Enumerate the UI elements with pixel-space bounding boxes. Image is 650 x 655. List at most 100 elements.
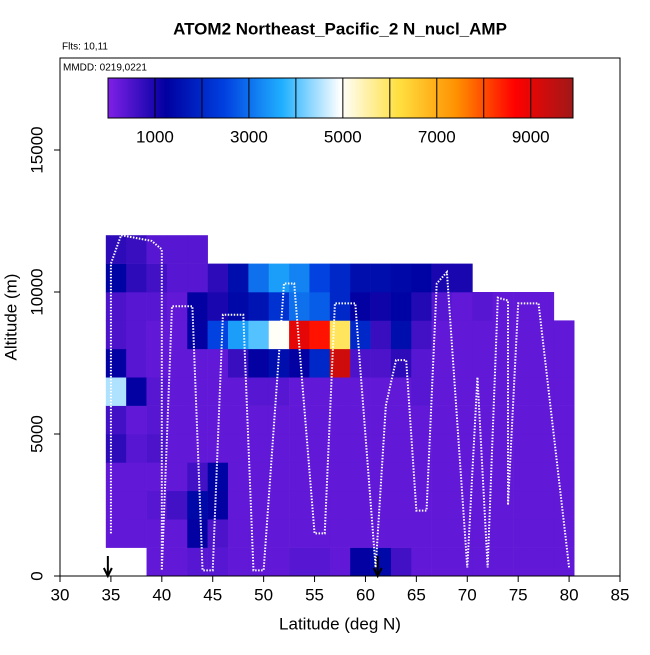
heatmap-cell (105, 462, 127, 492)
heatmap-cell (533, 320, 555, 350)
heatmap-cell (431, 547, 453, 577)
heatmap-cell (472, 320, 494, 350)
colorbar-tick-label: 7000 (418, 127, 456, 146)
heatmap-cell (126, 320, 147, 350)
heatmap-cell (146, 462, 168, 492)
heatmap-cell (350, 377, 371, 406)
heatmap-cell (126, 462, 147, 492)
heatmap-cell (166, 519, 188, 548)
heatmap-cell (166, 377, 188, 406)
heatmap-cell (207, 348, 229, 378)
heatmap-cell (553, 519, 575, 548)
heatmap-cell (513, 348, 534, 378)
heatmap-cell (411, 263, 432, 293)
heatmap-cell (146, 263, 168, 293)
flight-track (109, 234, 571, 572)
heatmap-cell (533, 547, 555, 577)
heatmap-cell (513, 377, 534, 406)
y-tick-label: 15000 (27, 126, 46, 173)
heatmap-cell (370, 490, 392, 520)
heatmap-cell (533, 434, 555, 463)
heatmap-cell (105, 434, 127, 463)
y-tick-label: 0 (27, 571, 46, 580)
heatmap-cell (390, 490, 412, 520)
heatmap-cell (126, 377, 147, 406)
heatmap-cell (228, 348, 249, 378)
x-tick-label: 55 (305, 585, 324, 604)
heatmap-cell (472, 547, 494, 577)
heatmap-cell (126, 434, 147, 463)
heatmap-cell (350, 434, 371, 463)
x-axis-label: Latitude (deg N) (279, 614, 401, 633)
heatmap-cell (187, 292, 208, 321)
heatmap-cell (452, 320, 473, 350)
heatmap-cell (472, 292, 494, 321)
heatmap-cell (228, 405, 249, 435)
heatmap-cell (390, 434, 412, 463)
heatmap-cell (553, 405, 575, 435)
heatmap-cell (329, 519, 351, 548)
colorbar-tick-label: 9000 (512, 127, 550, 146)
heatmap-cell (309, 547, 331, 577)
heatmap-cell (248, 405, 270, 435)
chart-title: ATOM2 Northeast_Pacific_2 N_nucl_AMP (173, 19, 507, 38)
heatmap-cell (452, 547, 473, 577)
heatmap-cell (492, 519, 514, 548)
y-tick-label: 5000 (27, 415, 46, 453)
heatmap-cell (105, 348, 127, 378)
heatmap-cell (370, 377, 392, 406)
heatmap-cell (207, 434, 229, 463)
heatmap-cell (309, 263, 331, 293)
heatmap-cell (166, 292, 188, 321)
heatmap-cell (329, 462, 351, 492)
heatmap-cell (350, 348, 371, 378)
heatmap-cell (513, 405, 534, 435)
heatmap-cell (390, 320, 412, 350)
y-axis-label: Altitude (m) (1, 274, 20, 361)
heatmap-cell (492, 490, 514, 520)
heatmap-cell (126, 292, 147, 321)
heatmap-cell (146, 320, 168, 350)
heatmap-cell (207, 519, 229, 548)
heatmap-cell (268, 519, 290, 548)
heatmap-cell (268, 320, 290, 350)
heatmap-cell (207, 490, 229, 520)
heatmap-cell (452, 405, 473, 435)
plot-frame (59, 57, 621, 577)
heatmap-cell (411, 519, 432, 548)
heatmap-cell (187, 519, 208, 548)
heatmap-cell (411, 405, 432, 435)
heatmap-cell (248, 377, 270, 406)
heatmap-cell (431, 405, 453, 435)
heatmap-cell (105, 263, 127, 293)
heatmap-cell (289, 320, 310, 350)
heatmap-cell (411, 320, 432, 350)
heatmap-cell (187, 490, 208, 520)
heatmap-cell (431, 348, 453, 378)
heatmap-cell (146, 292, 168, 321)
heatmap-cell (268, 377, 290, 406)
heatmap-cell (309, 434, 331, 463)
heatmap-cell (207, 320, 229, 350)
heatmap-cell (207, 462, 229, 492)
heatmap-cell (452, 263, 473, 293)
heatmap-cell (350, 263, 371, 293)
heatmap-cell (126, 405, 147, 435)
heatmap-cell (431, 490, 453, 520)
heatmap-cell (268, 490, 290, 520)
heatmap-cell (370, 292, 392, 321)
heatmap-cell (329, 547, 351, 577)
heatmap-cell (146, 377, 168, 406)
heatmap-cell (166, 263, 188, 293)
heatmap-cell (105, 490, 127, 520)
x-tick-label: 80 (560, 585, 579, 604)
heatmap-cell (309, 320, 331, 350)
heatmap-cell (452, 348, 473, 378)
heatmap-cell (553, 462, 575, 492)
heatmap-cell (452, 434, 473, 463)
heatmap-cell (289, 263, 310, 293)
heatmap-cell (126, 263, 147, 293)
heatmap-cell (329, 292, 351, 321)
heatmap-cell (268, 263, 290, 293)
heatmap-cell (309, 348, 331, 378)
